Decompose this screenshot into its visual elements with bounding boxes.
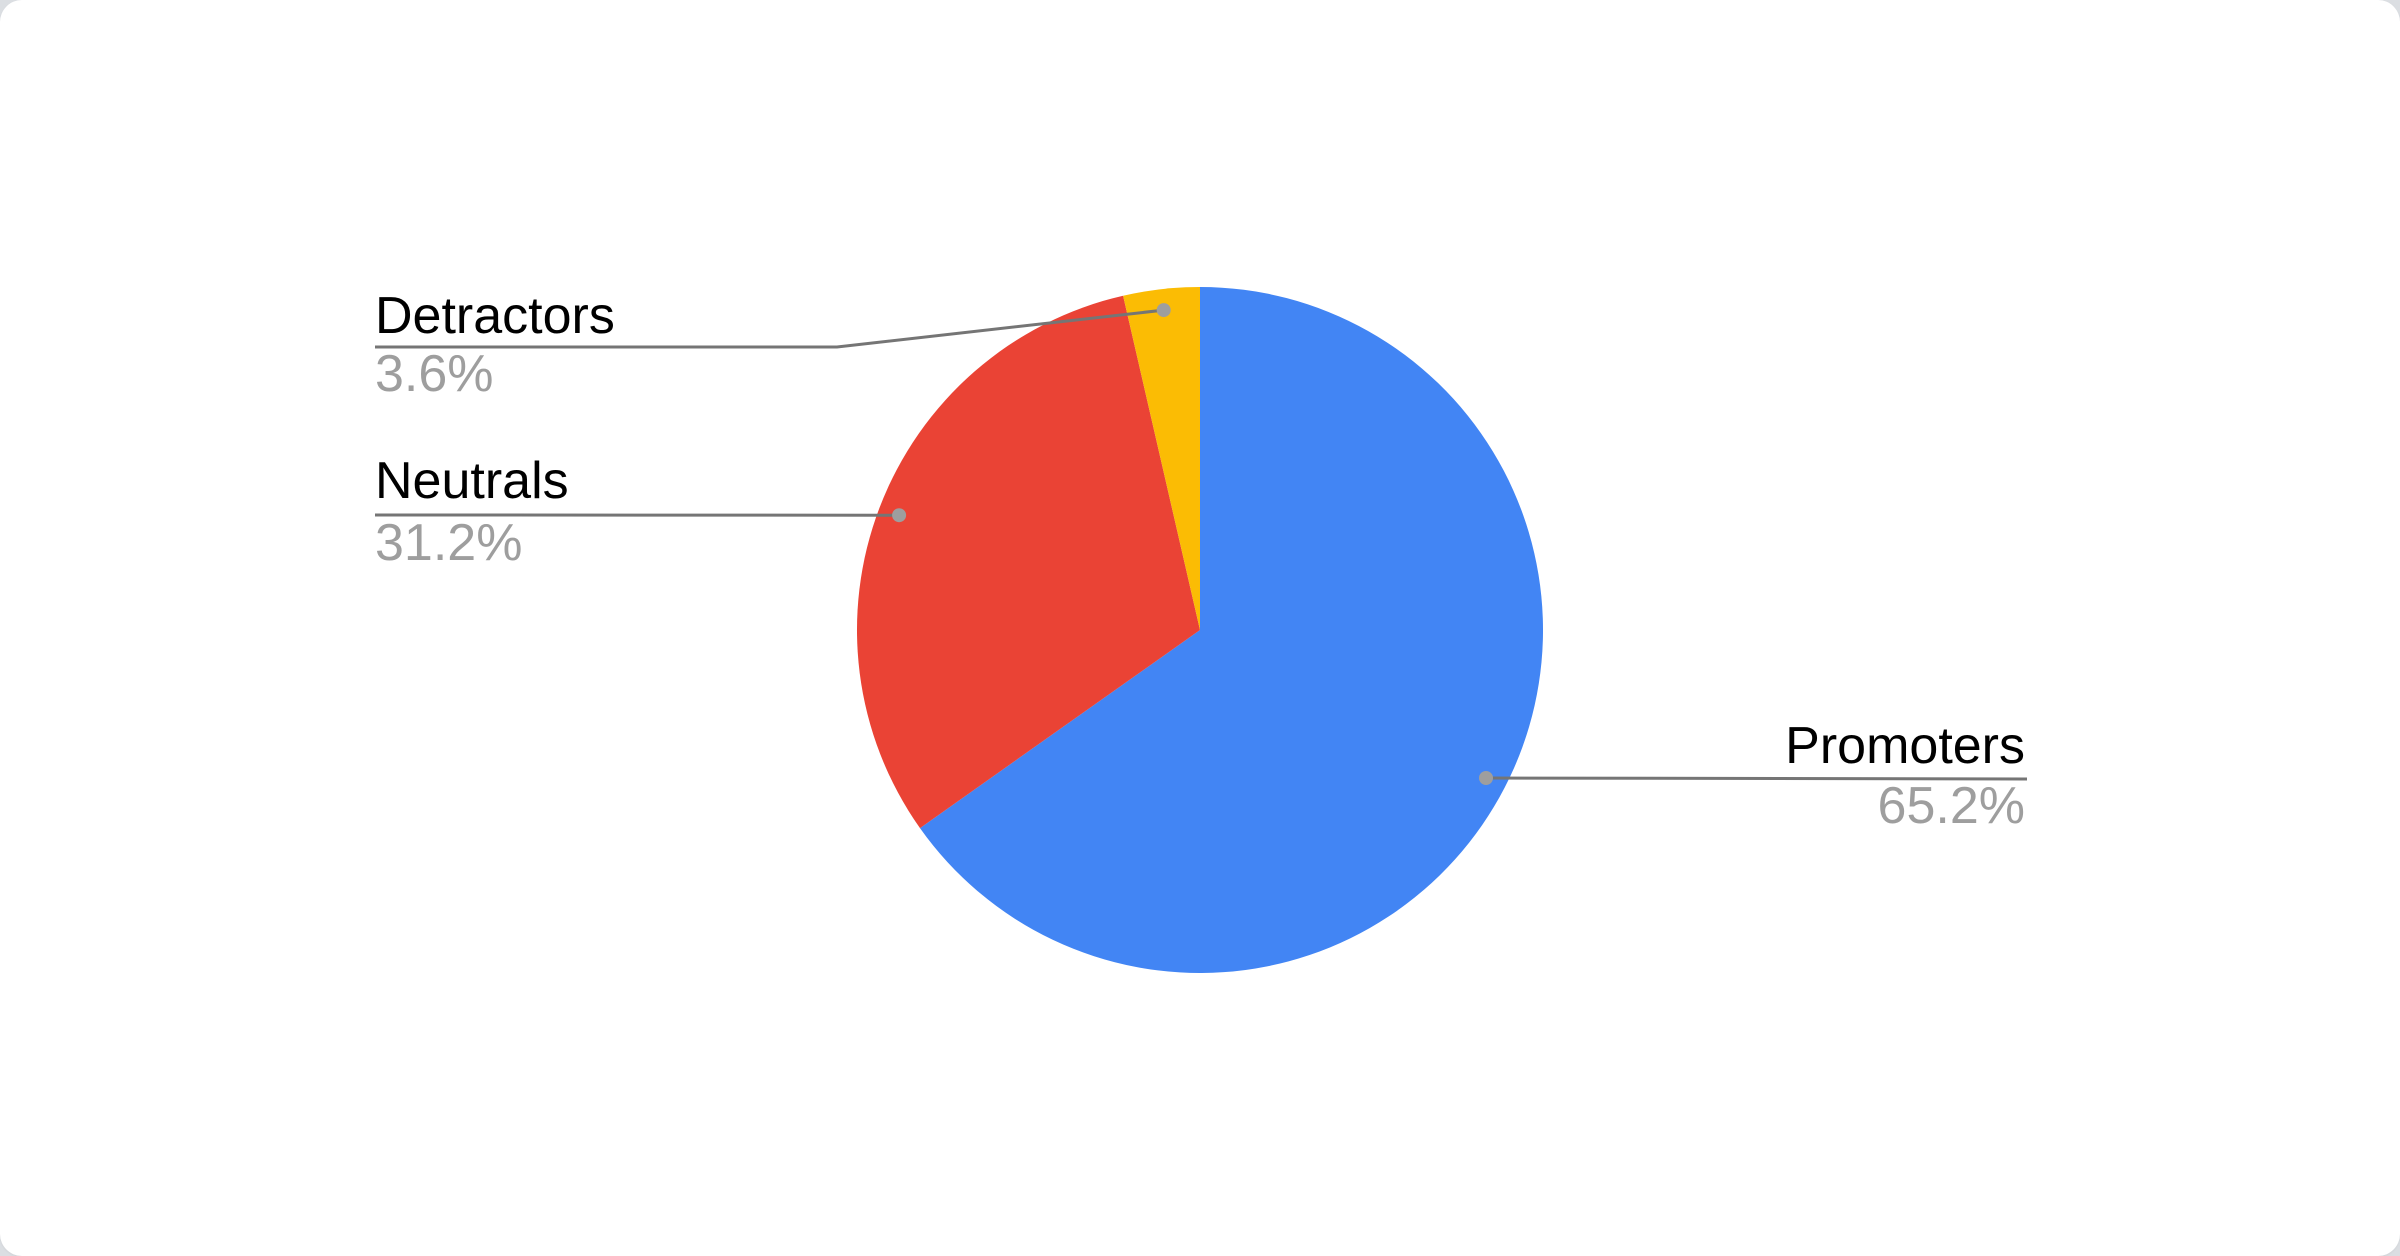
pie-slice-promoters[interactable] xyxy=(920,287,1544,974)
neutrals-percentage: 31.2% xyxy=(375,514,522,572)
pie-slice-detractors[interactable] xyxy=(1123,286,1200,630)
neutrals-label: Neutrals xyxy=(375,452,569,510)
leader-lines xyxy=(374,308,2028,781)
detractors-label: Detractors xyxy=(375,287,615,345)
pie-slice-neutrals[interactable] xyxy=(856,295,1200,829)
pie-slices xyxy=(856,286,1544,974)
leader-dots xyxy=(892,303,1493,785)
leader-dot-promoters xyxy=(1479,771,1493,785)
promoters-percentage: 65.2% xyxy=(1878,777,2025,835)
promoters-label: Promoters xyxy=(1785,717,2025,775)
leader-dot-neutrals xyxy=(892,508,907,523)
detractors-percentage: 3.6% xyxy=(375,345,494,403)
leader-line-promoters xyxy=(1485,776,2028,781)
leader-line-detractors xyxy=(375,308,1164,349)
leader-dot-detractors xyxy=(1156,303,1171,318)
